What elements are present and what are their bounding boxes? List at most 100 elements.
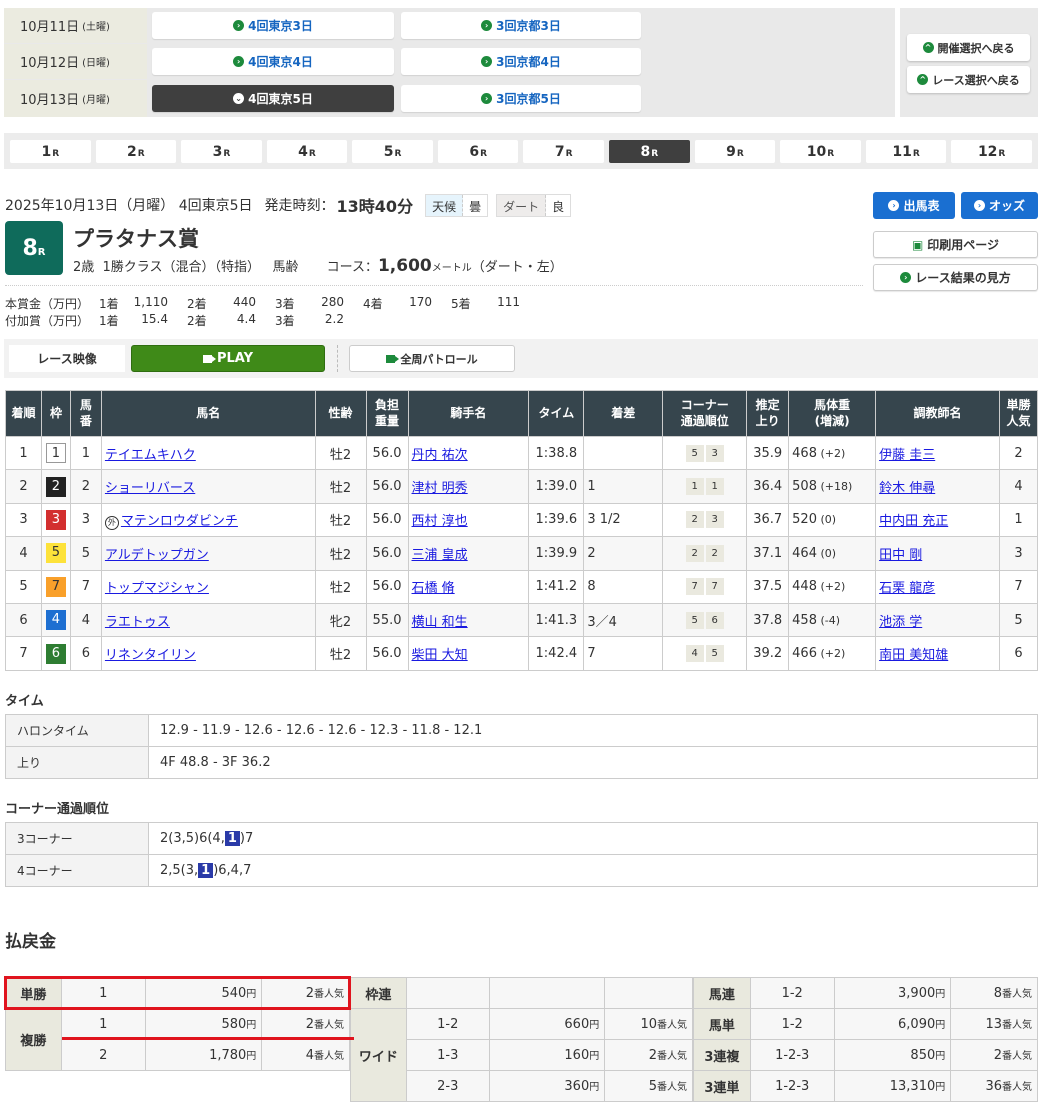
popularity-suffix: 番人気 — [1002, 1082, 1032, 1093]
prize-label: 付加賞（万円） — [5, 314, 90, 328]
highlighted-horse: 1 — [224, 831, 240, 846]
venue-button[interactable]: › 3回京都4日 — [401, 48, 641, 75]
finish-rank: 4 — [5, 536, 42, 571]
popularity: 13番人気 — [950, 1008, 1038, 1040]
bet-type-label: 3連単 — [693, 1070, 751, 1102]
race-video-bar: レース映像 PLAY 全周パトロール — [4, 339, 1038, 378]
horse-name-link[interactable]: テイエムキハク — [104, 447, 196, 463]
start-time: 13時40分 — [336, 197, 414, 216]
prize-amount: 1,110 — [133, 295, 168, 309]
video-label: レース映像 — [9, 345, 125, 372]
combination: 1-2 — [749, 977, 835, 1009]
back-to-race-button[interactable]: ^ レース選択へ戻る — [907, 66, 1030, 93]
table-row: 上り 4F 48.8 - 3F 36.2 — [5, 746, 1038, 779]
body-weight: 468 (+2) — [788, 435, 877, 471]
jockey-link[interactable]: 津村 明秀 — [411, 481, 468, 497]
combination: 1 — [60, 1008, 146, 1040]
chevron-right-icon: › — [481, 93, 493, 104]
venue-label: 3回京都5日 — [496, 92, 561, 106]
odds-button[interactable]: › オッズ — [961, 192, 1038, 219]
horse-name-link[interactable]: トップマジシャン — [104, 581, 209, 597]
payout-exotics: 馬連 1-2 3,900円 8番人気 馬単 1-2 6,090円 13番人気 3連複 1-2-3 8… — [693, 977, 1038, 1102]
entries-button[interactable]: › 出馬表 — [873, 192, 955, 219]
jockey-link[interactable]: 三浦 皇成 — [411, 547, 468, 563]
jockey-link[interactable]: 丹内 祐次 — [411, 447, 468, 463]
venue-button[interactable]: › 4回東京4日 — [152, 48, 394, 75]
trainer-link[interactable]: 鈴木 伸尋 — [879, 481, 936, 497]
horse-name-link[interactable]: ショーリバース — [104, 481, 196, 497]
horse-name-link[interactable]: マテンロウダビンチ — [120, 513, 238, 529]
column-header-label: 着差 — [611, 405, 636, 420]
back-to-kaisai-button[interactable]: ^ 開催選択へ戻る — [907, 34, 1030, 61]
body-weight: 466 (+2) — [788, 636, 877, 671]
trainer-link[interactable]: 伊藤 圭三 — [879, 447, 936, 463]
yen-unit: 円 — [246, 1020, 257, 1031]
play-button[interactable]: PLAY — [131, 345, 325, 372]
race-tab-12[interactable]: 12 R — [951, 140, 1032, 163]
button-label: 印刷用ページ — [927, 238, 1000, 252]
finish-time: 1:39.6 — [528, 502, 585, 538]
yen-unit: 円 — [935, 989, 946, 1000]
finish-time: 1:38.8 — [528, 435, 585, 471]
weight-value: 520 — [792, 512, 817, 528]
patrol-button[interactable]: 全周パトロール — [349, 345, 515, 372]
horse-number: 5 — [69, 536, 102, 571]
win-popularity: 2 — [998, 435, 1039, 471]
weight-diff: (0) — [816, 513, 837, 527]
venue-button[interactable]: › 3回京都3日 — [401, 12, 641, 39]
race-title: プラタナス賞 — [73, 227, 199, 251]
venue-button[interactable]: › 3回京都5日 — [401, 85, 641, 112]
trainer-link[interactable]: 石栗 龍彦 — [879, 581, 936, 597]
horse-name-link[interactable]: アルデトップガン — [104, 547, 209, 563]
margin: 7 — [583, 636, 664, 671]
jockey-link[interactable]: 横山 和生 — [411, 614, 468, 630]
print-page-button[interactable]: ▣ 印刷用ページ — [873, 231, 1038, 258]
chevron-right-icon: › — [973, 200, 985, 211]
horse-name-link[interactable]: リネンタイリン — [104, 648, 196, 664]
video-camera-icon — [202, 354, 216, 363]
horse-number: 7 — [69, 569, 102, 604]
tab-suffix: R — [998, 148, 1006, 159]
trainer-link[interactable]: 田中 剛 — [879, 547, 923, 563]
finish-rank: 5 — [5, 569, 42, 604]
popularity-suffix: 番人気 — [1002, 989, 1032, 1000]
table-row: 5 7 7 トップマジシャン 牡2 56.0 石橋 脩 1:41.2 8 7 7 37.5 448 (+… — [5, 569, 1039, 604]
popularity: 2番人気 — [261, 977, 350, 1009]
last-3f: 36.7 — [746, 502, 790, 538]
trainer-link[interactable]: 池添 学 — [879, 614, 923, 630]
tab-number: 4 — [298, 143, 308, 160]
tab-suffix: R — [137, 148, 145, 159]
popularity: 2番人気 — [261, 1008, 350, 1040]
bracket-cell: 4 — [40, 602, 71, 638]
jockey-link[interactable]: 柴田 大知 — [411, 648, 468, 664]
column-header: 単勝人気 — [998, 390, 1039, 437]
jockey-link[interactable]: 西村 淳也 — [411, 514, 468, 530]
jockey-cell: 三浦 皇成 — [407, 536, 530, 571]
trainer-link[interactable]: 中内田 充正 — [879, 514, 949, 530]
date-text: 10月13日 — [20, 93, 80, 108]
venue-button[interactable]: › 4回東京3日 — [152, 12, 394, 39]
venue-label: 3回京都4日 — [496, 55, 561, 69]
howto-button[interactable]: › レース結果の見方 — [873, 264, 1038, 291]
order-text: )7 — [239, 831, 254, 846]
venue-button-active[interactable]: ⌄ 4回東京5日 — [152, 85, 394, 112]
last-3f: 37.1 — [746, 536, 790, 571]
corner-position: 5 — [685, 444, 704, 462]
horse-name-link[interactable]: ラエトゥス — [104, 614, 170, 630]
race-tab-10[interactable]: 10 R — [780, 140, 861, 163]
win-popularity: 6 — [998, 636, 1039, 671]
trainer-link[interactable]: 南田 美知雄 — [879, 648, 949, 664]
carried-weight: 56.0 — [365, 502, 409, 538]
race-tab-11[interactable]: 11 R — [865, 140, 947, 163]
jockey-link[interactable]: 石橋 脩 — [411, 581, 455, 597]
